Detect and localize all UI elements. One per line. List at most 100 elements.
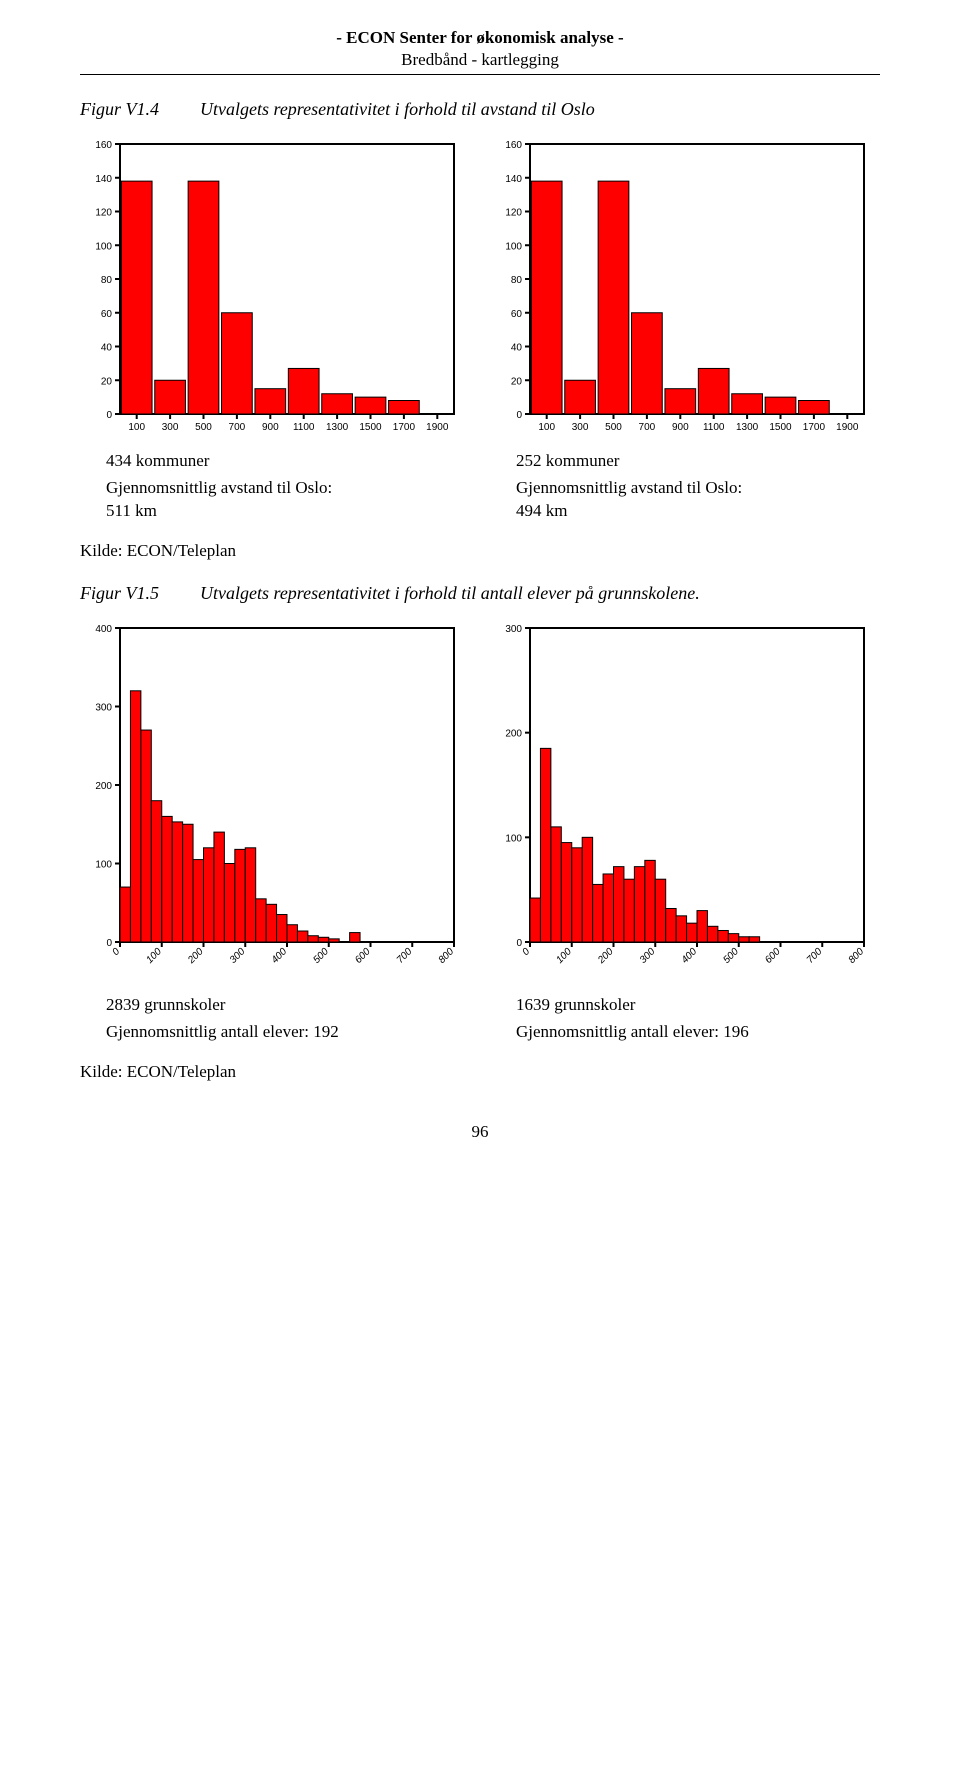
svg-text:0: 0 [516, 938, 522, 949]
svg-text:0: 0 [110, 946, 122, 958]
svg-text:1900: 1900 [426, 422, 449, 433]
desc2-left: 2839 grunnskoler Gjennomsnittlig antall … [80, 994, 470, 1044]
svg-text:140: 140 [505, 174, 522, 185]
desc1-left-count: 434 kommuner [106, 450, 470, 473]
svg-text:500: 500 [195, 422, 212, 433]
svg-text:300: 300 [95, 702, 112, 713]
svg-text:0: 0 [520, 946, 532, 958]
desc2-right: 1639 grunnskoler Gjennomsnittlig antall … [490, 994, 880, 1044]
svg-text:20: 20 [101, 376, 113, 387]
svg-text:400: 400 [95, 624, 112, 635]
svg-text:1300: 1300 [736, 422, 759, 433]
svg-text:1500: 1500 [359, 422, 382, 433]
svg-text:100: 100 [505, 241, 522, 252]
desc2-right-count: 1639 grunnskoler [516, 994, 880, 1017]
chart-d: 0 100 200 300 0 100 200 300 400 500 600 700 800 [490, 622, 880, 982]
svg-text:100: 100 [144, 946, 164, 966]
svg-text:200: 200 [95, 781, 112, 792]
svg-text:1900: 1900 [836, 422, 859, 433]
figure2-text: Utvalgets representativitet i forhold ti… [200, 583, 700, 604]
svg-text:500: 500 [721, 946, 741, 966]
svg-text:100: 100 [128, 422, 145, 433]
svg-text:600: 600 [763, 946, 783, 966]
svg-text:500: 500 [605, 422, 622, 433]
figure2-number: Figur V1.5 [80, 583, 200, 604]
svg-text:900: 900 [672, 422, 689, 433]
svg-text:200: 200 [505, 728, 522, 739]
svg-text:0: 0 [106, 938, 112, 949]
svg-text:1100: 1100 [293, 422, 315, 433]
svg-text:60: 60 [511, 309, 523, 320]
figure1-number: Figur V1.4 [80, 99, 200, 120]
svg-text:120: 120 [95, 208, 112, 219]
figure2-caption: Figur V1.5 Utvalgets representativitet i… [80, 583, 880, 604]
chart-a: 0 20 40 60 80 100 120 140 160 100 300 500 700 900 1100… [80, 138, 470, 438]
figure1-caption: Figur V1.4 Utvalgets representativitet i… [80, 99, 880, 120]
desc1-right-count: 252 kommuner [516, 450, 880, 473]
svg-text:300: 300 [162, 422, 179, 433]
svg-text:1700: 1700 [803, 422, 826, 433]
svg-text:600: 600 [353, 946, 373, 966]
desc1-left-line2: 511 km [106, 500, 470, 523]
page-number: 96 [80, 1122, 880, 1142]
svg-text:1100: 1100 [703, 422, 725, 433]
svg-text:80: 80 [511, 275, 523, 286]
desc1-right-line1: Gjennomsnittlig avstand til Oslo: [516, 477, 880, 500]
svg-text:700: 700 [229, 422, 246, 433]
header-subtitle: Bredbånd - kartlegging [80, 50, 880, 70]
header-rule [80, 74, 880, 75]
svg-text:700: 700 [639, 422, 656, 433]
svg-text:120: 120 [505, 208, 522, 219]
svg-text:20: 20 [511, 376, 523, 387]
svg-text:60: 60 [101, 309, 113, 320]
svg-text:1500: 1500 [769, 422, 792, 433]
svg-text:700: 700 [395, 946, 415, 966]
figure2-desc: 2839 grunnskoler Gjennomsnittlig antall … [80, 994, 880, 1044]
svg-text:200: 200 [595, 946, 616, 967]
figure1-text: Utvalgets representativitet i forhold ti… [200, 99, 595, 120]
svg-text:300: 300 [228, 946, 248, 966]
svg-text:100: 100 [554, 946, 574, 966]
svg-text:100: 100 [505, 833, 522, 844]
svg-text:400: 400 [680, 946, 700, 966]
svg-text:160: 160 [95, 140, 112, 151]
svg-text:40: 40 [101, 343, 113, 354]
header-title: - ECON Senter for økonomisk analyse - [80, 28, 880, 48]
svg-text:140: 140 [95, 174, 112, 185]
page-header: - ECON Senter for økonomisk analyse - Br… [80, 28, 880, 70]
svg-text:300: 300 [505, 624, 522, 635]
svg-text:40: 40 [511, 343, 523, 354]
source1: Kilde: ECON/Teleplan [80, 541, 880, 561]
figure2-charts: 0 100 200 300 400 0 100 200 300 400 500 600 700 800 0… [80, 622, 880, 982]
svg-text:100: 100 [95, 859, 112, 870]
desc2-left-count: 2839 grunnskoler [106, 994, 470, 1017]
svg-text:700: 700 [805, 946, 825, 966]
svg-text:1700: 1700 [393, 422, 416, 433]
desc1-left: 434 kommuner Gjennomsnittlig avstand til… [80, 450, 470, 523]
desc1-right-line2: 494 km [516, 500, 880, 523]
desc1-left-line1: Gjennomsnittlig avstand til Oslo: [106, 477, 470, 500]
chart-c: 0 100 200 300 400 0 100 200 300 400 500 600 700 800 [80, 622, 470, 982]
svg-text:100: 100 [538, 422, 555, 433]
svg-text:800: 800 [437, 946, 457, 966]
svg-text:900: 900 [262, 422, 279, 433]
source2: Kilde: ECON/Teleplan [80, 1062, 880, 1082]
svg-text:160: 160 [505, 140, 522, 151]
svg-text:300: 300 [572, 422, 589, 433]
svg-text:500: 500 [311, 946, 331, 966]
svg-text:80: 80 [101, 275, 113, 286]
chart-b: 0 20 40 60 80 100 120 140 160 100 300 500 700 900 1100… [490, 138, 880, 438]
desc2-right-line1: Gjennomsnittlig antall elever: 196 [516, 1021, 880, 1044]
desc2-left-line1: Gjennomsnittlig antall elever: 192 [106, 1021, 470, 1044]
svg-text:400: 400 [270, 946, 290, 966]
figure1-desc: 434 kommuner Gjennomsnittlig avstand til… [80, 450, 880, 523]
svg-text:0: 0 [516, 410, 522, 421]
svg-text:1300: 1300 [326, 422, 349, 433]
desc1-right: 252 kommuner Gjennomsnittlig avstand til… [490, 450, 880, 523]
figure1-charts: 0 20 40 60 80 100 120 140 160 100 300 500 700 900 1100… [80, 138, 880, 438]
svg-text:100: 100 [95, 241, 112, 252]
svg-text:300: 300 [638, 946, 658, 966]
svg-text:200: 200 [185, 946, 206, 967]
svg-text:0: 0 [106, 410, 112, 421]
svg-text:800: 800 [847, 946, 867, 966]
